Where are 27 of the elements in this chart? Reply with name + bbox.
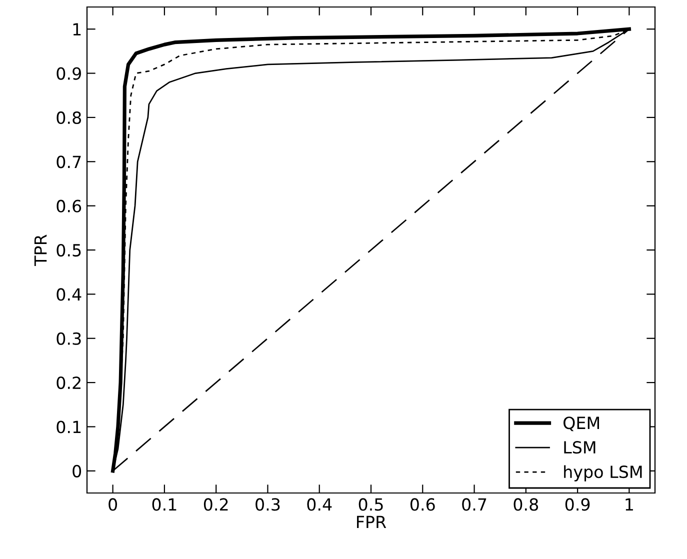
y-tick-label: 0.3 [56, 332, 81, 345]
y-tick-label: 0.2 [56, 376, 80, 390]
x-tick-label: 0.5 [358, 498, 383, 511]
y-tick-label: 0.4 [56, 288, 82, 301]
x-tick-label: 0.4 [307, 498, 332, 511]
y-tick-label: 0.1 [56, 420, 81, 434]
legend-label: hypo LSM [564, 465, 642, 482]
y-tick-label: 0.6 [56, 200, 82, 212]
x-tick-label: 0 [108, 498, 118, 511]
y-tick-label: 0.7 [56, 156, 81, 168]
y-tick-label: 0 [72, 464, 82, 478]
y-tick-label: 0.9 [56, 67, 81, 80]
x-tick-label: 0.7 [462, 498, 486, 511]
x-tick-label: 0.1 [152, 498, 176, 511]
x-tick-label: 0.2 [204, 498, 228, 511]
y-tick-label: 0.8 [56, 111, 81, 124]
x-axis-title: FPR [357, 516, 386, 528]
x-tick-label: 0.6 [410, 498, 435, 511]
y-tick-label: 0.5 [56, 244, 81, 257]
y-tick-label: 1 [73, 23, 81, 36]
legend-label: LSM [564, 441, 596, 454]
legend-label: QEM [564, 416, 599, 432]
x-tick-label: 0.9 [565, 498, 590, 511]
x-tick-label: 0.8 [514, 498, 538, 511]
x-tick-label: 0.3 [256, 498, 280, 511]
y-axis-title: TPR [34, 234, 47, 266]
x-tick-label: 1 [626, 498, 633, 511]
